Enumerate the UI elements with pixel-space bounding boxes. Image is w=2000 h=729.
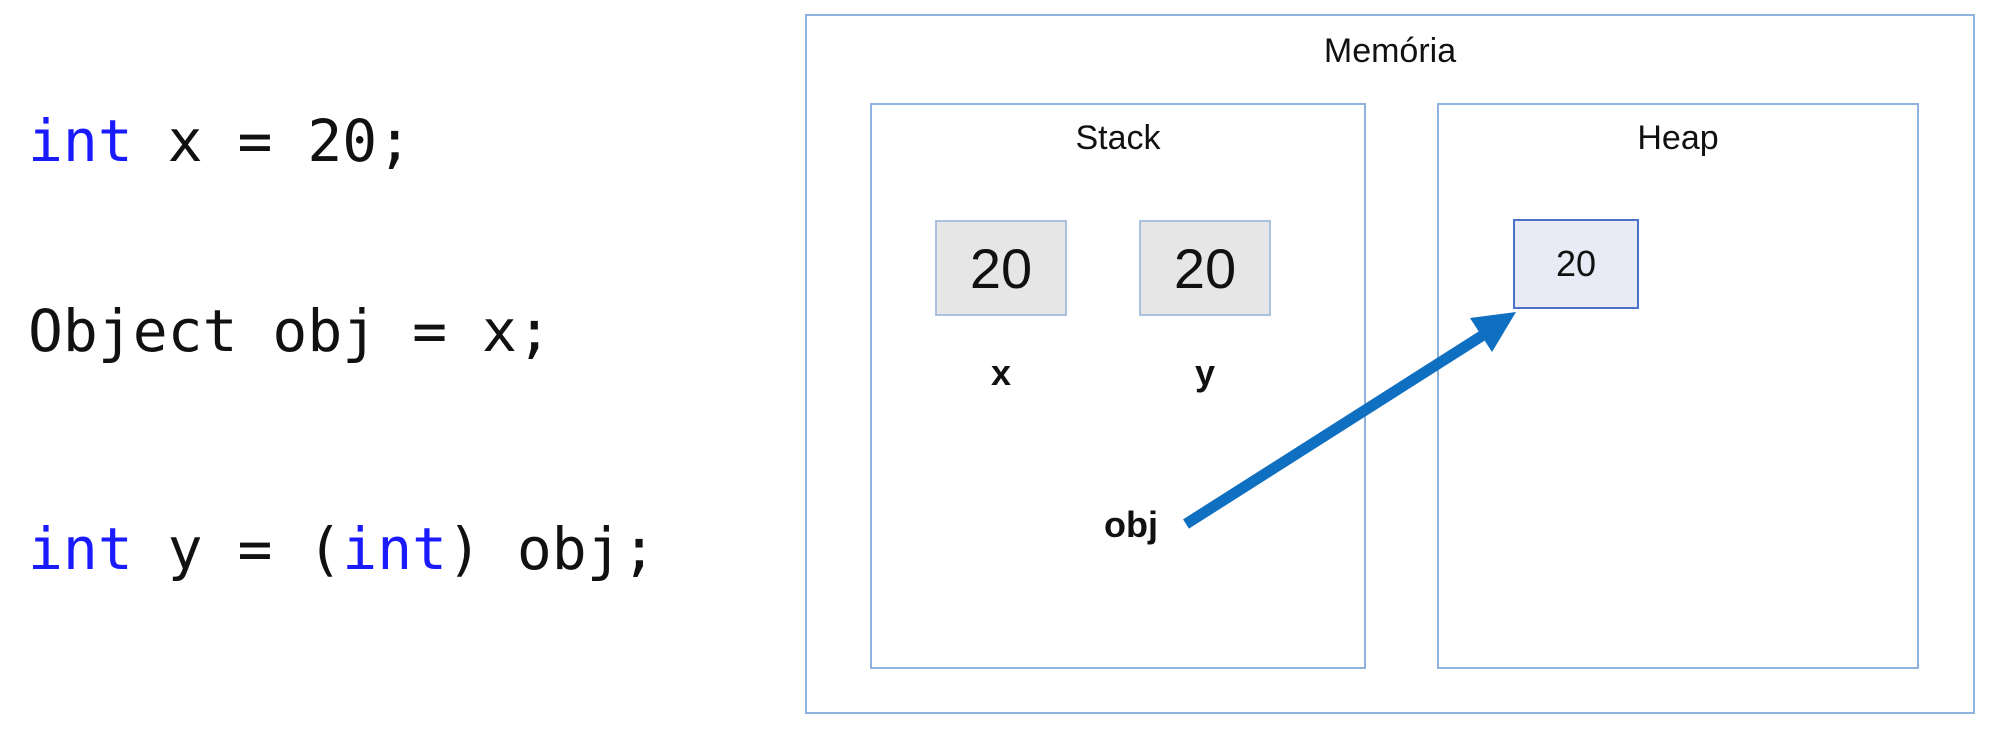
variable-label-y: y [1194, 352, 1216, 393]
keyword-int: int [28, 107, 133, 175]
stack-title: Stack [1075, 119, 1161, 157]
keyword-int: int [28, 515, 133, 583]
variable-label-obj: obj [1104, 504, 1158, 545]
heap-title: Heap [1637, 119, 1719, 157]
stack-cell-x: 20 [935, 220, 1067, 316]
stack-cell-y: 20 [1139, 220, 1271, 316]
code-text: Object obj = x; [28, 297, 552, 365]
keyword-int-cast: int [342, 515, 448, 583]
code-text: y = ( [132, 515, 343, 583]
code-text: ) obj; [447, 515, 657, 583]
code-line-1: int x = 20; [28, 112, 412, 170]
code-text: x = 20; [132, 107, 413, 175]
heap-box: Heap [1437, 103, 1919, 669]
heap-cell-boxed-value: 20 [1513, 219, 1639, 309]
stack-box: Stack [870, 103, 1366, 669]
arrow-head [1470, 312, 1516, 352]
arrow-shaft [1183, 327, 1491, 529]
code-line-3: int y = (int) obj; [28, 520, 657, 578]
variable-label-x: x [990, 352, 1012, 393]
memory-title: Memória [1323, 32, 1457, 70]
code-line-2: Object obj = x; [28, 302, 552, 360]
